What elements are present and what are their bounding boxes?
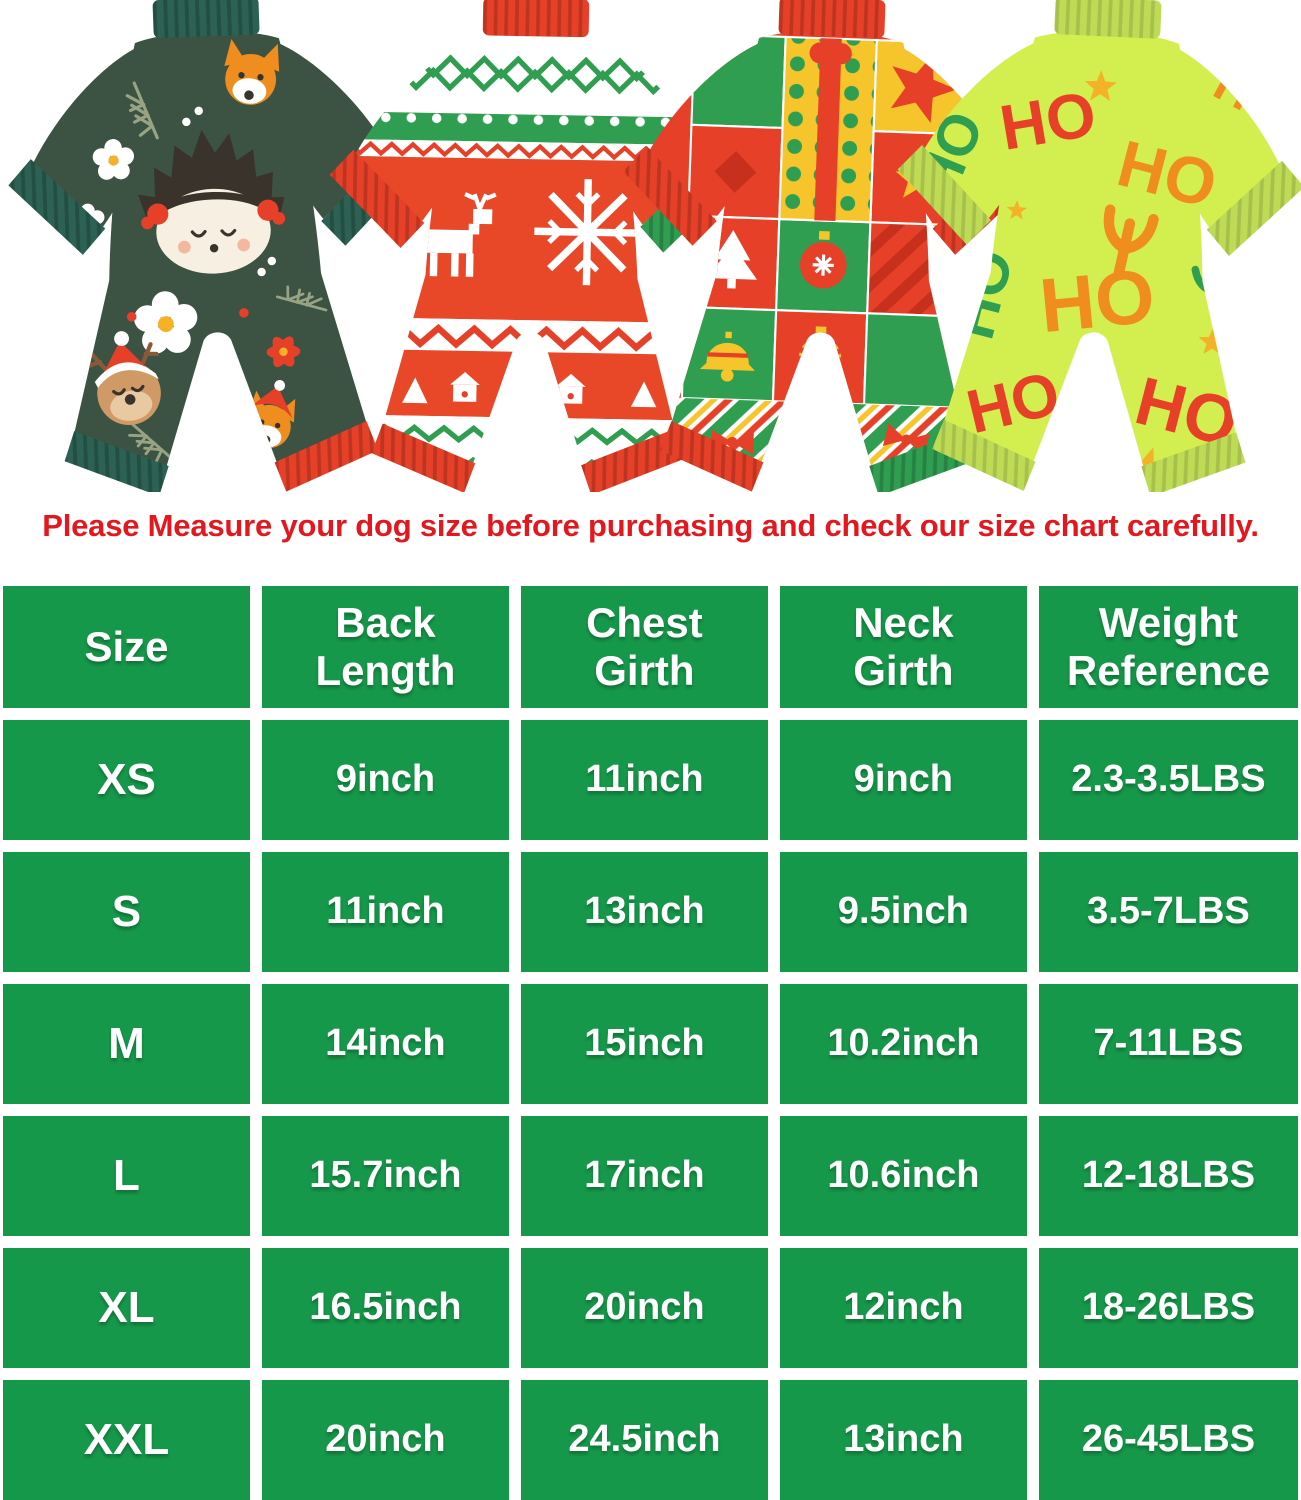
size-chart-cell: 15inch — [520, 984, 768, 1104]
woodland-print — [47, 38, 331, 469]
collar — [1054, 0, 1162, 39]
snowflake-motif — [534, 179, 641, 286]
size-chart-cell: XL — [3, 1248, 250, 1368]
santa-fox-motif — [241, 380, 299, 453]
collar — [778, 0, 886, 39]
size-chart-cell: 10.6inch — [779, 1116, 1027, 1236]
size-chart-cell: M — [3, 984, 250, 1104]
size-chart-cell: 17inch — [520, 1116, 768, 1236]
bell-motif — [699, 331, 755, 382]
size-chart-cell: 9inch — [779, 720, 1027, 840]
size-chart-cell: 20inch — [520, 1248, 768, 1368]
size-chart-cell: 18-26LBS — [1038, 1248, 1298, 1368]
size-chart-cell: 24.5inch — [520, 1380, 768, 1500]
size-chart-cell: 15.7inch — [261, 1116, 509, 1236]
size-chart-header-weight-reference: Weight Reference — [1038, 586, 1298, 708]
size-chart-cell: XS — [3, 720, 250, 840]
size-chart-cell: 11inch — [520, 720, 768, 840]
size-chart-cell: XXL — [3, 1380, 250, 1500]
deer-motif — [87, 331, 161, 426]
collar — [152, 0, 260, 39]
product-photo-strip: HO HO HO HO HO HO HO HO — [0, 0, 1301, 492]
size-chart-header-back-length: Back Length — [261, 586, 509, 708]
size-chart-cell: 7-11LBS — [1038, 984, 1298, 1104]
bow-motif — [882, 423, 930, 457]
size-chart-cell: 14inch — [261, 984, 509, 1104]
size-chart-cell: 11inch — [261, 852, 509, 972]
bow-motif — [710, 429, 754, 455]
house-motifs — [402, 372, 657, 408]
size-chart-cell: 16.5inch — [261, 1248, 509, 1368]
size-chart-header-chest-girth: Chest Girth — [520, 586, 768, 708]
tree-motif — [706, 230, 758, 289]
size-chart-cell: L — [3, 1116, 250, 1236]
size-chart-cell: 20inch — [261, 1380, 509, 1500]
size-chart-cell: 12-18LBS — [1038, 1116, 1298, 1236]
size-chart-cell: 3.5-7LBS — [1038, 852, 1298, 972]
ornament-motif — [799, 231, 847, 289]
size-chart-header-size: Size — [3, 586, 250, 708]
size-chart-cell: S — [3, 852, 250, 972]
size-chart-cell: 12inch — [779, 1248, 1027, 1368]
size-chart-cell: 13inch — [779, 1380, 1027, 1500]
size-chart-cell: 26-45LBS — [1038, 1380, 1298, 1500]
size-chart-cell: 10.2inch — [779, 984, 1027, 1104]
hedgehog-motif — [138, 129, 286, 274]
ho-text: HO — [1036, 254, 1158, 350]
size-chart-table: Size Back Length Chest Girth Neck Girth … — [0, 586, 1301, 1500]
size-chart-cell: 13inch — [520, 852, 768, 972]
pajama-photo-hohoho: HO HO HO HO HO HO HO HO — [897, 0, 1301, 492]
poinsettia-motif — [266, 336, 301, 368]
size-chart-cell: 2.3-3.5LBS — [1038, 720, 1298, 840]
pajama-photo-woodland — [8, 0, 415, 492]
size-chart-cell: 9inch — [261, 720, 509, 840]
measure-notice: Please Measure your dog size before purc… — [42, 508, 1259, 543]
ho-text: HO — [995, 78, 1101, 164]
size-chart-header-neck-girth: Neck Girth — [779, 586, 1027, 708]
size-chart-cell: 9.5inch — [779, 852, 1027, 972]
collar — [482, 0, 590, 38]
